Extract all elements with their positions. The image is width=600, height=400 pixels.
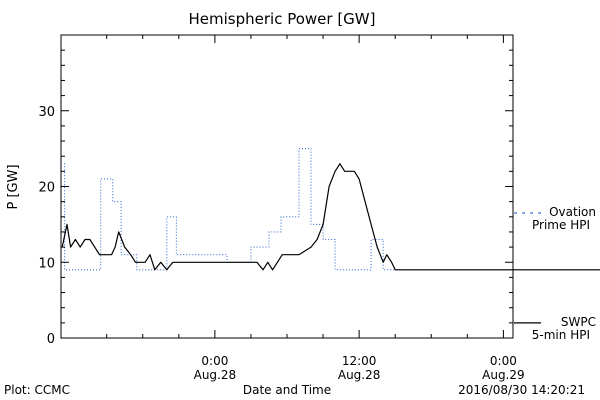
y-tick-label: 10 (38, 256, 55, 271)
x-tick-date-label: Aug.28 (338, 368, 381, 382)
y-tick-label: 0 (47, 332, 55, 347)
legend-label-1-line2: 5-min HPI (532, 328, 590, 342)
x-tick-time-label: 0:00 (490, 354, 517, 368)
footer-credit: Plot: CCMC (4, 383, 70, 397)
y-axis-label: P [GW] (6, 164, 21, 209)
y-tick-label: 20 (38, 181, 55, 196)
footer-timestamp: 2016/08/30 14:20:21 (458, 383, 585, 397)
y-tick-label: 30 (38, 105, 55, 120)
x-tick-date-label: Aug.28 (194, 368, 237, 382)
axis-layer: 01020300:00Aug.2812:00Aug.280:00Aug.2912… (38, 35, 525, 382)
x-tick-date-label: Aug.29 (482, 368, 525, 382)
legend-label-0-line2: Prime HPI (532, 218, 590, 232)
series-line-1 (61, 163, 600, 271)
series-line-0 (61, 148, 600, 271)
legend-label-0: Ovation (549, 205, 596, 219)
chart-title: Hemispheric Power [GW] (189, 10, 376, 28)
x-axis-label: Date and Time (243, 383, 331, 397)
legend-label-1: SWPC (561, 315, 596, 329)
x-tick-time-label: 12:00 (342, 354, 377, 368)
x-tick-time-label: 0:00 (201, 354, 228, 368)
plot-frame (60, 34, 514, 339)
series-layer (61, 148, 600, 271)
